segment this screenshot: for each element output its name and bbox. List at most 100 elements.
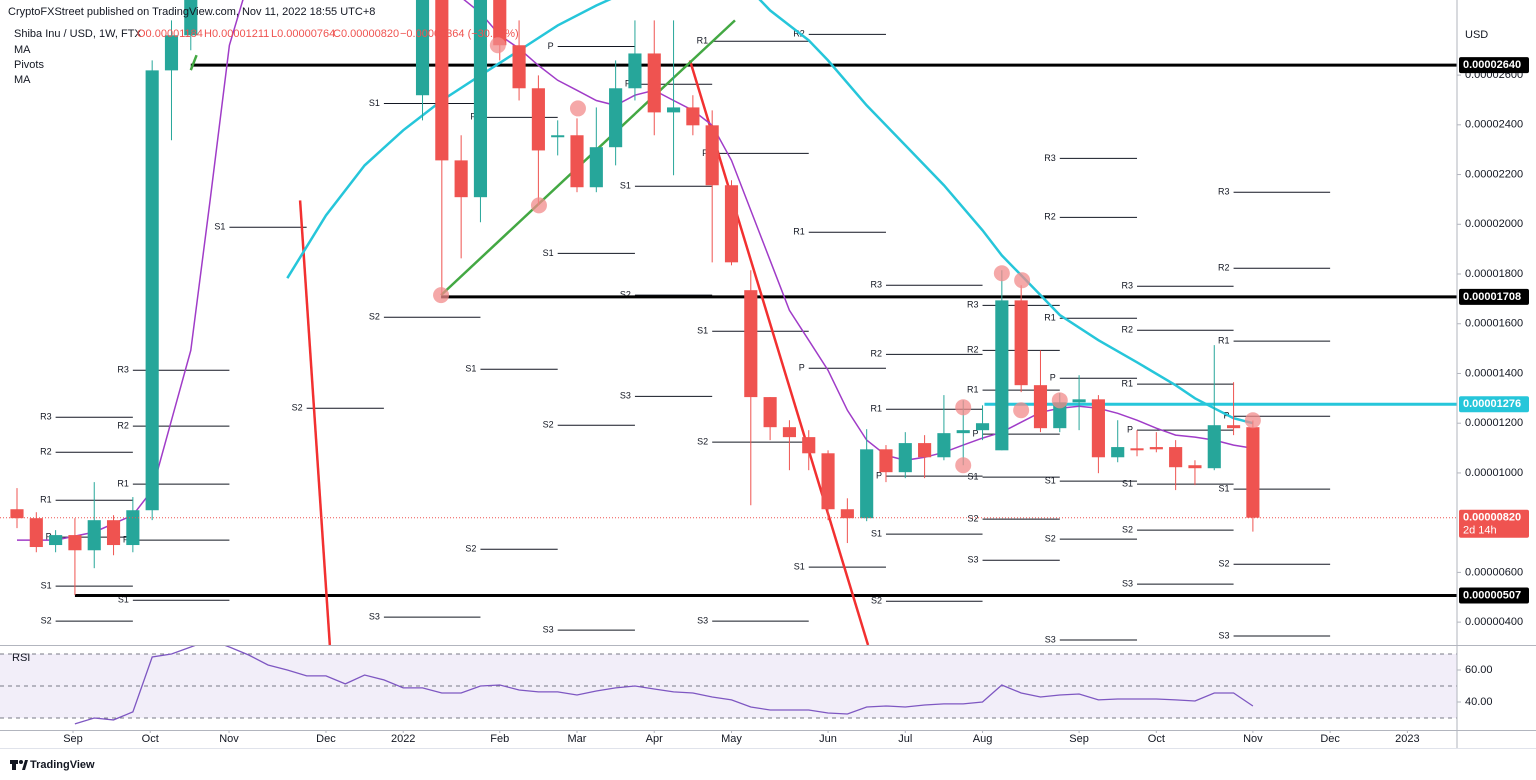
candle-body	[956, 430, 970, 434]
candle-body	[435, 0, 449, 161]
currency: USD	[1465, 29, 1488, 41]
candle-body	[531, 88, 545, 151]
logo-part	[12, 760, 16, 770]
y-tick-label: 0.00001200	[1465, 417, 1523, 429]
legend-item[interactable]: MA	[14, 44, 31, 56]
level-label-box	[1459, 587, 1529, 604]
y-tick-label: 0.00000400	[1465, 616, 1523, 628]
pivot-label: S1	[543, 248, 554, 258]
alert-marker	[489, 37, 506, 54]
candle-body	[589, 147, 603, 188]
level-label: 0.00001276	[1463, 398, 1521, 410]
x-tick-label: Apr	[646, 733, 663, 745]
candle-body	[1188, 465, 1202, 469]
pivot-label: R2	[1122, 325, 1134, 335]
candle-body	[860, 449, 874, 519]
x-tick-label: Jun	[819, 733, 837, 745]
candle-body	[493, 0, 507, 46]
pivot-label: S1	[41, 580, 52, 590]
pivot-label: S1	[697, 326, 708, 336]
y-tick-label: 0.00002000	[1465, 218, 1523, 230]
pivot-label: R3	[1122, 281, 1134, 291]
rsi-title: RSI	[12, 652, 30, 664]
rsi-pane	[0, 646, 1457, 725]
pivot-label: R1	[1122, 379, 1134, 389]
candle-body	[145, 70, 159, 511]
pivot-label: S2	[1219, 559, 1230, 569]
trendline	[189, 54, 198, 71]
alert-marker	[1051, 392, 1068, 409]
candle-body	[647, 53, 661, 113]
logo-part	[22, 760, 28, 770]
pivot-label: R1	[967, 385, 979, 395]
level-label-box	[1459, 57, 1529, 74]
brand[interactable]: TradingView	[30, 759, 95, 771]
pivot-label: S3	[697, 616, 708, 626]
candle-body	[898, 443, 912, 473]
alert-marker	[433, 287, 450, 304]
x-tick-label: Mar	[568, 733, 587, 745]
x-tick-label: Nov	[219, 733, 239, 745]
candle-body	[1053, 402, 1067, 429]
pivot-label: P	[799, 363, 805, 373]
level-label-box	[1459, 396, 1529, 413]
pivot-label: R3	[1044, 153, 1056, 163]
candle-body	[106, 520, 121, 546]
pivot-label: P	[973, 429, 979, 439]
symbol: Shiba Inu / USD, 1W, FTX	[14, 28, 142, 40]
rsi-tick-label: 60.00	[1465, 664, 1493, 676]
alert-marker	[1013, 402, 1030, 419]
x-tick-label: Feb	[490, 733, 509, 745]
alert-marker	[955, 457, 972, 474]
ohlc-change: −0.00000364 (−30.74%)	[400, 28, 519, 40]
pivot-label: S2	[968, 514, 979, 524]
y-tick-label: 0.00001400	[1465, 367, 1523, 379]
pivot-label: R1	[40, 495, 52, 505]
publisher: CryptoFXStreet published on TradingView.…	[8, 6, 375, 18]
pivot-label: S1	[620, 181, 631, 191]
pivot-label: S2	[871, 596, 882, 606]
overlay: CryptoFXStreet published on TradingView.…	[8, 6, 1488, 771]
x-tick-label: May	[721, 733, 742, 745]
candle-body	[821, 453, 835, 510]
alert-marker	[993, 265, 1010, 282]
candle-body	[1091, 399, 1105, 458]
alert-marker	[530, 197, 547, 214]
rsi-tick-label: 40.00	[1465, 696, 1493, 708]
pivot-label: S1	[118, 595, 129, 605]
pivot-label: P	[548, 41, 554, 51]
rsi-line	[74, 646, 1254, 725]
ohlc-open: O0.00001184	[137, 28, 203, 40]
y-tick-label: 0.00002400	[1465, 119, 1523, 131]
pivot-label: S1	[1045, 476, 1056, 486]
legend-item[interactable]: MA	[14, 74, 31, 86]
candle-body	[1169, 447, 1183, 468]
candle-body	[628, 53, 642, 89]
pivot-label: R2	[40, 447, 52, 457]
candle-body	[473, 0, 488, 198]
brand-logo	[10, 760, 28, 770]
pivot-label: R2	[1218, 263, 1230, 273]
candle-body	[415, 0, 430, 96]
pivot-label: S1	[369, 98, 380, 108]
pivot-label: S2	[465, 544, 476, 554]
candle-body	[686, 107, 700, 126]
candle-body	[666, 107, 681, 113]
pivot-label: S2	[1045, 533, 1056, 543]
bar-countdown: 2d 14h	[1463, 525, 1497, 537]
last-price-box	[1459, 509, 1529, 538]
candle-body	[763, 397, 777, 428]
x-tick-label: Nov	[1243, 733, 1263, 745]
legend-item[interactable]: Pivots	[14, 59, 44, 71]
candle-body	[995, 300, 1009, 451]
pivot-label: S1	[794, 562, 805, 572]
candle-body	[551, 135, 565, 138]
pivot-label: P	[123, 534, 129, 544]
candle-body	[49, 535, 63, 546]
pivot-label: S1	[465, 364, 476, 374]
alert-marker	[569, 100, 586, 117]
pivot-label: S1	[1122, 478, 1133, 488]
pivot-label: S2	[620, 290, 631, 300]
